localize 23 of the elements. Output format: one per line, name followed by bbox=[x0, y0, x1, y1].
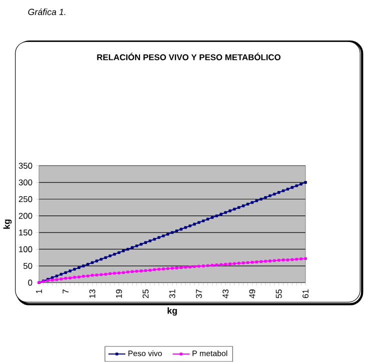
chart-title: RELACIÓN PESO VIVO Y PESO METABÓLICO bbox=[97, 52, 280, 60]
x-tick-label: 1 bbox=[36, 290, 42, 294]
x-tick-label: 31 bbox=[169, 290, 176, 298]
y-tick-label: 300 bbox=[18, 180, 32, 186]
x-tick-label: 49 bbox=[249, 290, 256, 298]
y-tick-label: 250 bbox=[18, 196, 32, 202]
y-tick-label: 50 bbox=[23, 263, 32, 270]
x-tick-label: 55 bbox=[276, 290, 282, 298]
x-tick-label: 25 bbox=[142, 290, 149, 298]
x-tick-label: 61 bbox=[302, 290, 308, 298]
x-tick-label: 19 bbox=[116, 290, 122, 298]
x-tick-label: 7 bbox=[62, 290, 69, 294]
text: Gráfica 1. bbox=[28, 8, 66, 16]
x-tick-label: 43 bbox=[222, 290, 229, 298]
x-axis-title: kg bbox=[168, 307, 177, 316]
y-axis-title: kg bbox=[3, 220, 12, 229]
x-tick-label: 37 bbox=[196, 290, 202, 298]
y-tick-label: 150 bbox=[19, 230, 32, 236]
x-tick-label: 13 bbox=[89, 290, 96, 298]
y-tick-label: 0 bbox=[28, 280, 32, 286]
y-tick-label: 100 bbox=[19, 246, 32, 252]
y-tick-label: 350 bbox=[18, 162, 32, 169]
y-tick-label: 200 bbox=[18, 212, 32, 219]
